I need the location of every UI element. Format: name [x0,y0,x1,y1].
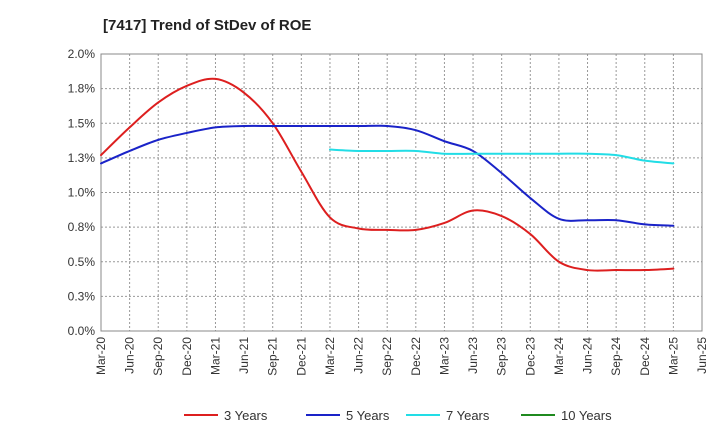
x-tick-label: Dec-24 [638,337,652,376]
x-tick-label: Mar-21 [208,337,222,375]
legend-label: 3 Years [224,408,268,423]
series-line-3 [328,148,675,165]
x-tick-label: Dec-20 [180,337,194,376]
y-tick-label: 0.3% [68,289,96,303]
x-tick-label: Jun-25 [695,337,709,374]
x-tick-label: Dec-21 [294,337,308,376]
x-tick-label: Sep-21 [266,337,280,376]
series-line-2 [100,124,675,227]
y-tick-label: 0.8% [68,220,96,234]
x-tick-label: Sep-24 [609,337,623,376]
y-axis-ticks: 0.0% 0.3% 0.5% 0.8% 1.0% 1.3% 1.5% 1.8% 2.0% [68,47,96,338]
y-tick-label: 1.8% [68,82,96,96]
x-tick-label: Mar-20 [94,337,108,375]
chart-title: [7417] Trend of StDev of ROE [103,17,311,34]
x-tick-label: Jun-20 [123,337,137,374]
x-tick-label: Jun-21 [237,337,251,374]
grid [101,54,702,331]
series-lines [100,77,675,272]
x-tick-label: Jun-23 [466,337,480,374]
x-axis-ticks: Mar-20 Jun-20 Sep-20 Dec-20 Mar-21 Jun-21 Sep-… [94,337,709,376]
x-tick-label: Dec-23 [523,337,537,376]
x-tick-label: Mar-25 [666,337,680,375]
x-tick-label: Jun-22 [352,337,366,374]
x-tick-label: Sep-22 [380,337,394,376]
x-tick-label: Dec-22 [409,337,423,376]
x-tick-label: Jun-24 [581,337,595,374]
series-line-1 [100,77,675,272]
plot-frame [100,53,703,332]
x-tick-label: Sep-23 [495,337,509,376]
x-tick-label: Mar-22 [323,337,337,375]
y-tick-label: 1.3% [68,151,96,165]
x-tick-label: Mar-23 [437,337,451,375]
y-tick-label: 2.0% [68,47,96,61]
y-tick-label: 0.5% [68,255,96,269]
y-tick-label: 1.5% [68,116,96,130]
x-tick-label: Mar-24 [552,337,566,375]
y-tick-label: 1.0% [68,186,96,200]
y-tick-label: 0.0% [68,324,96,338]
legend-label: 7 Years [446,408,490,423]
legend: 3 Years 5 Years 7 Years 10 Years [184,408,612,423]
legend-label: 5 Years [346,408,390,423]
x-tick-label: Sep-20 [151,337,165,376]
legend-label: 10 Years [561,408,612,423]
